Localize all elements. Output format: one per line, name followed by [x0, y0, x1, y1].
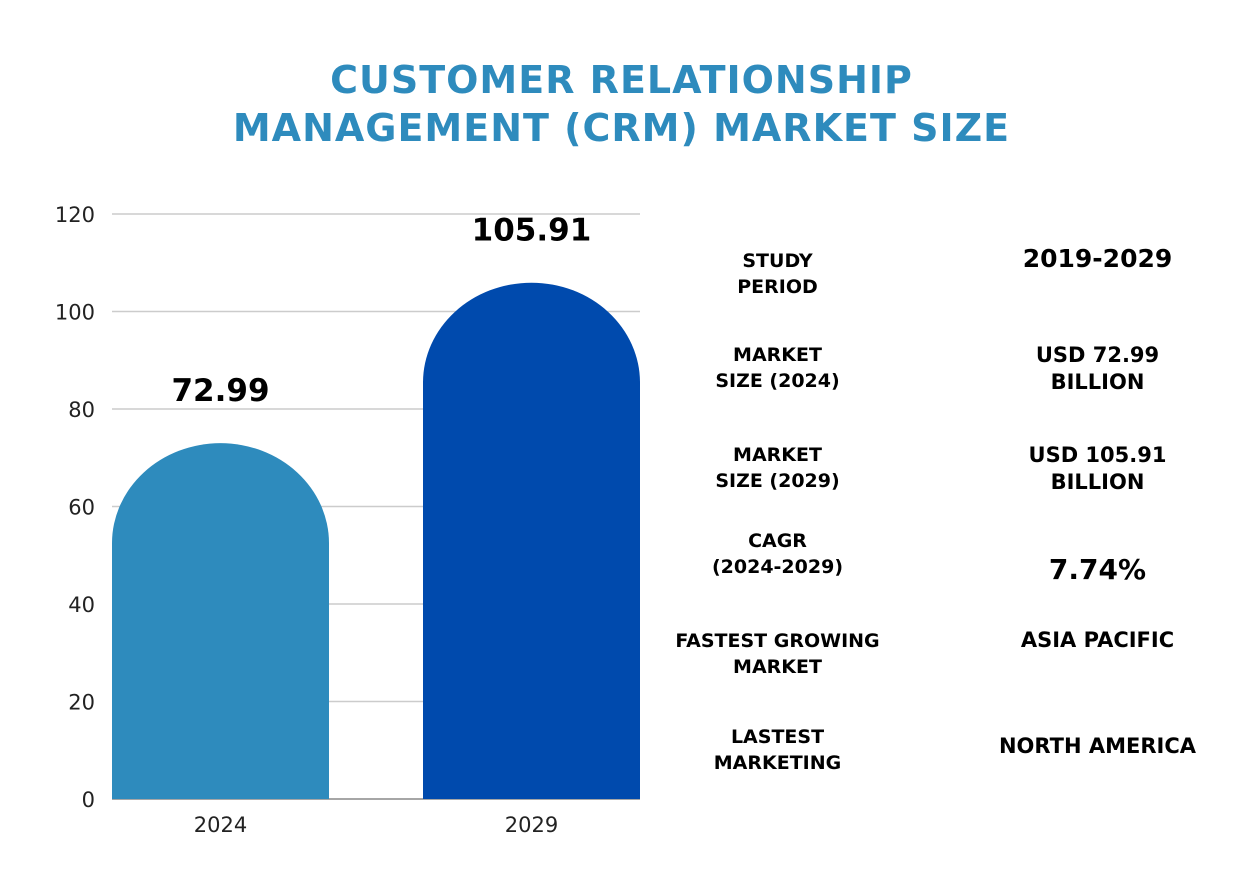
bar-2024 [112, 443, 329, 799]
y-tick-label: 120 [55, 203, 95, 227]
data-label: 72.99 [171, 373, 269, 409]
stat-label: STUDY PERIOD [640, 248, 915, 300]
stat-value: 7.74% [960, 553, 1235, 586]
y-tick-label: 20 [68, 691, 95, 715]
stat-value-line: BILLION [1050, 470, 1145, 494]
stat-label: LASTEST MARKETING [640, 724, 915, 776]
stat-value-line: ASIA PACIFIC [1020, 628, 1175, 652]
title-line-1: CUSTOMER RELATIONSHIP [330, 58, 913, 102]
stat-value: 2019-2029 [960, 245, 1235, 272]
stat-label-line: MARKET [733, 344, 822, 366]
stat-label-line: CAGR [748, 530, 807, 552]
stat-value-line: 2019-2029 [1022, 244, 1173, 273]
chart-title: CUSTOMER RELATIONSHIP MANAGEMENT (CRM) M… [0, 56, 1243, 152]
data-label: 105.91 [472, 213, 592, 249]
stat-value: USD 105.91 BILLION [960, 442, 1235, 496]
y-tick-label: 0 [82, 788, 95, 812]
stat-label-line: LASTEST [730, 726, 825, 748]
y-tick-label: 60 [68, 496, 95, 520]
stat-label: CAGR (2024-2029) [640, 528, 915, 580]
stat-label-line: PERIOD [737, 276, 818, 298]
bar-chart: 0 20 40 60 80 100 120 72.99 2024 105.91 2029 [55, 203, 640, 837]
y-tick-label: 40 [68, 593, 95, 617]
stat-label-line: MARKET [733, 656, 822, 678]
stat-label: MARKET SIZE (2029) [640, 442, 915, 494]
y-tick-label: 80 [68, 398, 95, 422]
x-tick-label: 2029 [505, 813, 558, 837]
stat-value: NORTH AMERICA [960, 733, 1235, 760]
stat-label-line: SIZE (2024) [715, 370, 840, 392]
stat-label-line: (2024-2029) [711, 556, 843, 578]
x-tick-label: 2024 [194, 813, 247, 837]
stat-value-line: USD 72.99 [1035, 343, 1160, 367]
stat-value: USD 72.99 BILLION [960, 342, 1235, 396]
stat-value-line: NORTH AMERICA [998, 734, 1196, 758]
title-line-2: MANAGEMENT (CRM) MARKET SIZE [232, 106, 1011, 150]
stat-value-line: 7.74% [1048, 553, 1147, 586]
stat-label-line: MARKET [733, 444, 822, 466]
bar-2029 [423, 282, 640, 800]
y-tick-label: 100 [55, 301, 95, 325]
stat-label: MARKET SIZE (2024) [640, 342, 915, 394]
stat-value-line: USD 105.91 [1028, 443, 1167, 467]
stat-label: FASTEST GROWING MARKET [640, 628, 915, 680]
stat-label-line: STUDY [742, 250, 813, 272]
stat-label-line: SIZE (2029) [715, 470, 840, 492]
stat-label-line: MARKETING [713, 752, 842, 774]
stat-value-line: BILLION [1050, 370, 1145, 394]
stat-label-line: FASTEST GROWING [675, 630, 880, 652]
stat-value: ASIA PACIFIC [960, 627, 1235, 654]
